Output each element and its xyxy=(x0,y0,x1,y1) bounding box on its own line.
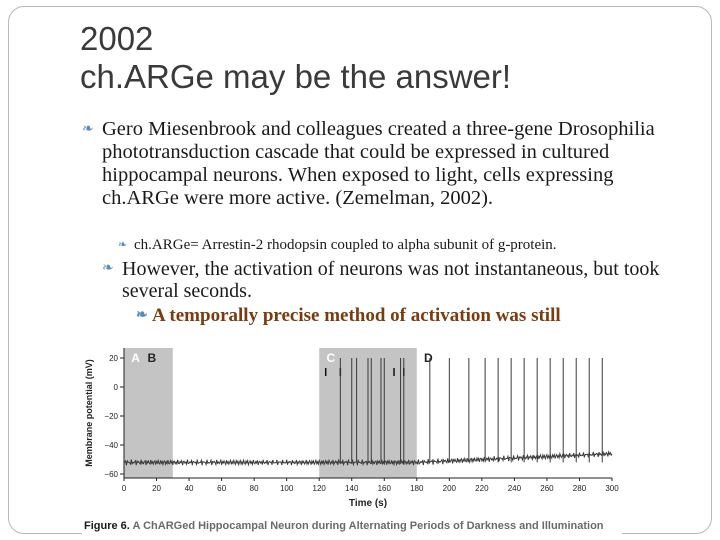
subbullet-temporal: ❧ A temporally precise method of activat… xyxy=(136,305,712,327)
y-axis-label: Membrane potential (mV) xyxy=(84,359,94,467)
slide-title: 2002 ch.ARGe may be the answer! xyxy=(80,20,680,96)
y-tick-label-2: −20 xyxy=(104,412,118,421)
x-tick-label-10: 200 xyxy=(443,484,457,493)
bullet-gero-text: Gero Miesenbrook and colleagues created … xyxy=(102,118,655,209)
caption-prefix: Figure 6. xyxy=(84,520,130,532)
y-tick-label-1: 0 xyxy=(114,383,119,392)
x-tick-label-1: 20 xyxy=(152,484,161,493)
panel-label-C: C xyxy=(326,351,335,365)
title-heading: ch.ARGe may be the answer! xyxy=(80,58,512,95)
y-tick-label-0: 20 xyxy=(109,354,118,363)
x-tick-label-3: 60 xyxy=(217,484,226,493)
bullet-gero: ❧ Gero Miesenbrook and colleagues create… xyxy=(82,118,682,210)
x-tick-label-2: 40 xyxy=(185,484,194,493)
panel-label-D: D xyxy=(424,351,433,365)
panel-label-B: B xyxy=(148,351,157,365)
caption-text: A ChARGed Hippocampal Neuron during Alte… xyxy=(132,520,604,532)
subbullet-charge: ❧ ch.ARGe= Arrestin-2 rhodopsin coupled … xyxy=(118,236,694,254)
subbullet-charge-text: ch.ARGe= Arrestin-2 rhodopsin coupled to… xyxy=(134,237,557,253)
bullet-however: ❧ However, the activation of neurons was… xyxy=(102,258,682,302)
x-tick-label-5: 100 xyxy=(280,484,294,493)
y-tick-label-3: −40 xyxy=(104,441,118,450)
bullet-marker-icon: ❧ xyxy=(136,308,148,323)
x-tick-label-0: 0 xyxy=(122,484,127,493)
x-tick-label-9: 180 xyxy=(410,484,424,493)
bullet-however-text: However, the activation of neurons was n… xyxy=(122,258,660,302)
bullet-marker-icon: ❧ xyxy=(82,122,94,137)
x-tick-label-4: 80 xyxy=(250,484,259,493)
x-tick-label-11: 220 xyxy=(475,484,489,493)
x-tick-label-6: 120 xyxy=(313,484,327,493)
y-tick-label-4: −60 xyxy=(104,470,118,479)
figure-panel: A B C D 20 0 −20 −40 −60 0 20 40 60 80 100 120 140 160 180… xyxy=(82,340,622,540)
subbullet-temporal-text: A temporally precise method of activatio… xyxy=(152,305,561,326)
x-tick-label-15: 300 xyxy=(605,484,619,493)
x-tick-label-7: 140 xyxy=(345,484,359,493)
bullet-marker-icon: ❧ xyxy=(102,261,114,276)
x-tick-label-14: 280 xyxy=(573,484,587,493)
figure-caption: Figure 6. A ChARGed Hippocampal Neuron d… xyxy=(84,520,604,532)
bullet-marker-icon: ❧ xyxy=(118,239,128,251)
panel-label-A: A xyxy=(131,351,140,365)
illuminated-period-0 xyxy=(124,348,173,478)
x-axis-label: Time (s) xyxy=(349,498,387,509)
x-tick-label-12: 240 xyxy=(508,484,522,493)
x-tick-label-8: 160 xyxy=(378,484,392,493)
title-year: 2002 xyxy=(80,20,154,57)
x-tick-label-13: 260 xyxy=(540,484,554,493)
